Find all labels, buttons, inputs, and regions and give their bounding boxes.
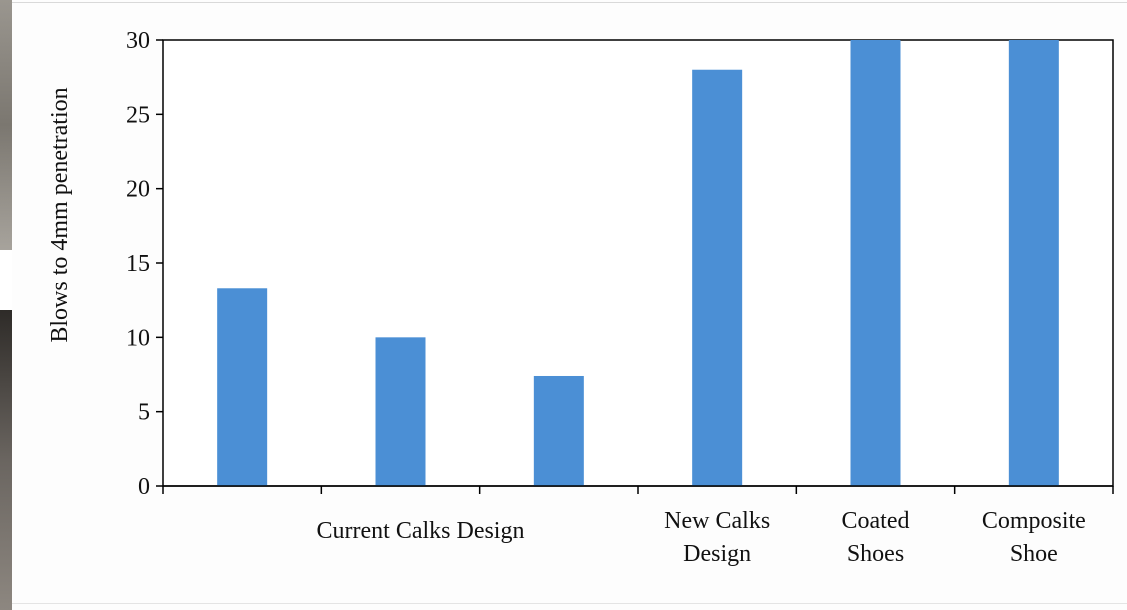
y-tick-label: 15: [126, 251, 150, 277]
x-category-label: Shoes: [847, 541, 904, 567]
bar: [850, 40, 901, 486]
x-category-label: Design: [683, 541, 751, 567]
background-gap: [0, 250, 12, 310]
y-tick-label: 25: [126, 102, 150, 128]
background-photo-strip-lower: [0, 310, 12, 610]
x-category-label: New Calks: [664, 508, 770, 534]
bar: [1008, 40, 1059, 486]
x-category-label: Composite: [982, 508, 1086, 534]
x-axis-ticks: [162, 486, 1114, 494]
plot-area: [162, 39, 1114, 487]
x-axis-category-labels: New Calks Design Coated Shoes Composite Shoe C…: [317, 508, 1086, 567]
bar: [533, 375, 584, 486]
bottom-border: [12, 603, 1127, 604]
x-group-label: Current Calks Design: [317, 518, 525, 544]
bars: [217, 40, 1059, 486]
bar: [692, 69, 743, 486]
y-tick-label: 10: [126, 325, 150, 351]
y-axis-ticks: 0 5 10 15 20 25 30: [126, 28, 163, 500]
y-tick-label: 30: [126, 28, 150, 54]
y-tick-label: 5: [138, 400, 150, 426]
background-photo-strip: [0, 0, 12, 250]
y-axis-label: Blows to 4mm penetration: [47, 87, 73, 342]
y-tick-label: 0: [138, 474, 150, 500]
y-tick-label: 20: [126, 177, 150, 203]
bar: [217, 288, 268, 486]
top-border: [12, 2, 1127, 3]
bar: [375, 337, 426, 486]
x-category-label: Shoe: [1010, 541, 1058, 567]
x-category-label: Coated: [842, 508, 910, 534]
